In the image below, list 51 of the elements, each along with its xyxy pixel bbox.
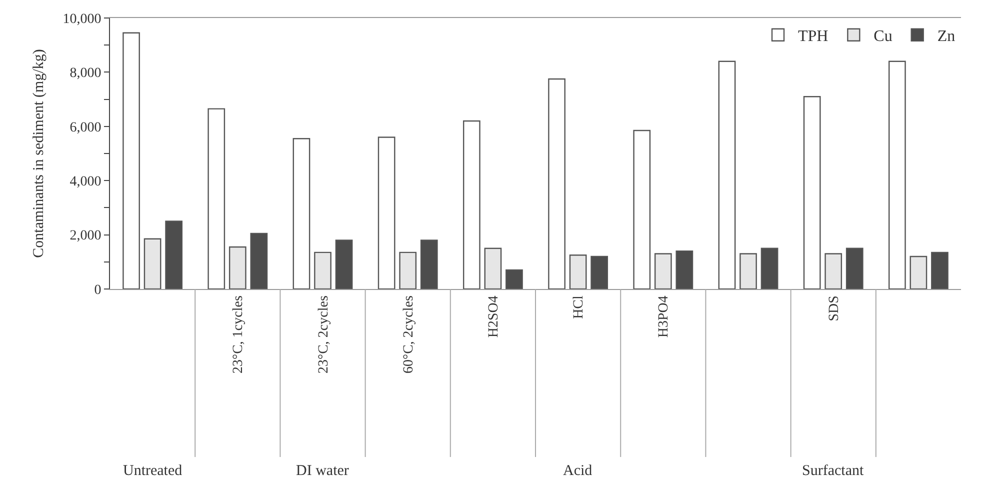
bar: [462, 120, 480, 289]
y-tick-label: 0: [94, 282, 102, 298]
y-tick-label: 8,000: [70, 66, 102, 82]
bar: [420, 240, 438, 289]
bar: [718, 60, 736, 289]
bar: [506, 269, 523, 289]
bar: [122, 32, 140, 289]
y-tick-label: 4,000: [70, 174, 102, 190]
bar: [633, 130, 651, 289]
bar: [654, 253, 672, 289]
bar: [165, 220, 183, 289]
bar: [292, 138, 310, 289]
bar: [676, 250, 694, 289]
bar: [740, 253, 757, 289]
bar: [931, 252, 948, 289]
text: DI water: [296, 463, 349, 479]
bar: [760, 248, 778, 289]
bar: [824, 253, 842, 289]
x-tick-label: H2SO4: [486, 296, 502, 338]
legend-label: Cu: [874, 28, 892, 46]
bar: [803, 96, 821, 289]
x-tick-label: SDS: [826, 296, 842, 322]
bar: [846, 248, 864, 289]
y-tick-label: 2,000: [70, 228, 102, 244]
bar: [378, 136, 396, 289]
x-tick-label: 23°C, 2cycles: [316, 296, 332, 374]
bar: [144, 238, 162, 289]
bar: [399, 252, 417, 289]
text: Untreated: [123, 463, 183, 479]
x-tick-label: 60°C, 2cycles: [401, 296, 416, 374]
x-tick-label: H3PO4: [656, 296, 672, 338]
y-tick-label: 6,000: [70, 120, 102, 136]
legend-label: TPH: [798, 28, 829, 46]
x-tick-label: 23°C, 1cycles: [231, 296, 246, 374]
bar: [888, 60, 906, 289]
x-tick-label: HCl: [572, 295, 587, 319]
legend-label: Zn: [937, 28, 956, 46]
bar: [208, 108, 226, 289]
bar: [910, 256, 928, 289]
bar: [569, 254, 587, 289]
y-tick-label: 10,000: [62, 12, 102, 27]
text: Surfactant: [802, 463, 864, 479]
bar: [228, 246, 246, 289]
bar: [250, 232, 268, 289]
text: Acid: [563, 463, 593, 479]
bar: [590, 256, 608, 289]
bar: [314, 252, 332, 289]
y-axis-title: Contaminants in sediment (mg/kg): [30, 49, 47, 258]
bar: [484, 248, 502, 289]
bar: [335, 240, 353, 289]
bar: [548, 78, 566, 289]
